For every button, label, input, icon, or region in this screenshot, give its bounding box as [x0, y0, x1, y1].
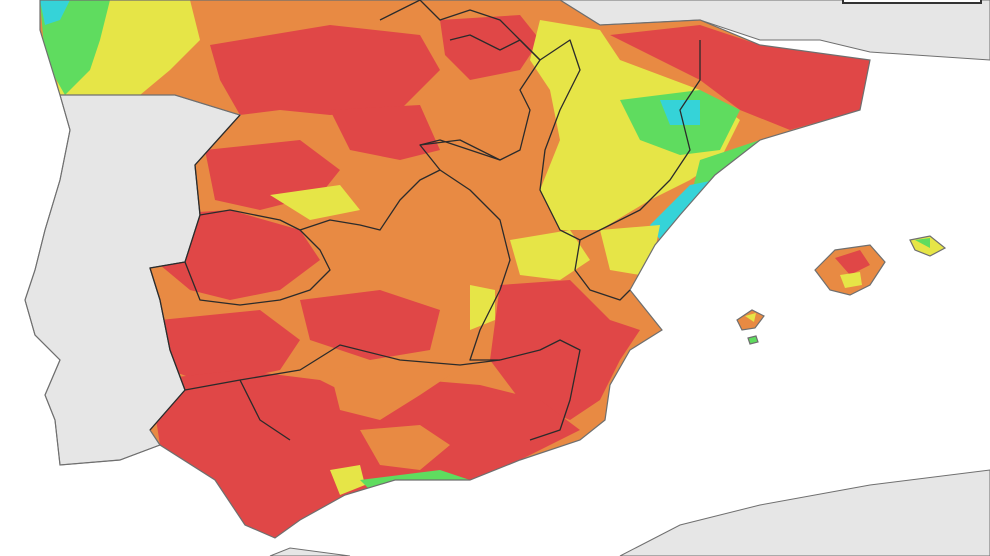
- zone-very-high: [440, 15, 540, 80]
- zone-very-high: [300, 290, 440, 360]
- zone-very-high: [160, 310, 300, 385]
- zone-very-high: [210, 25, 440, 115]
- ibiza: [736, 309, 765, 331]
- legend-box: [842, 0, 982, 4]
- zone-low: [40, 0, 110, 95]
- africa-land: [269, 547, 351, 556]
- zone-medium: [470, 285, 495, 330]
- zone-very-high: [490, 280, 640, 420]
- zone-medium: [330, 465, 365, 495]
- zone-medium: [270, 185, 360, 220]
- zone-very-low: [40, 0, 70, 25]
- zone-very-high: [150, 370, 580, 538]
- portugal-coastline: [24, 94, 161, 466]
- zone-very-high: [835, 250, 870, 275]
- africa-land-east: [619, 469, 990, 556]
- zone-medium: [510, 230, 590, 280]
- zone-high: [360, 425, 450, 470]
- formentera: [747, 335, 759, 345]
- portugal-spain-border: [149, 114, 241, 431]
- zone-medium: [840, 272, 862, 288]
- zone-high: [330, 360, 450, 420]
- balearic-islands: [736, 235, 947, 345]
- zone-low: [915, 238, 930, 248]
- region-borders: [184, 0, 701, 441]
- zone-medium: [745, 313, 756, 322]
- zone-very-high: [330, 105, 440, 160]
